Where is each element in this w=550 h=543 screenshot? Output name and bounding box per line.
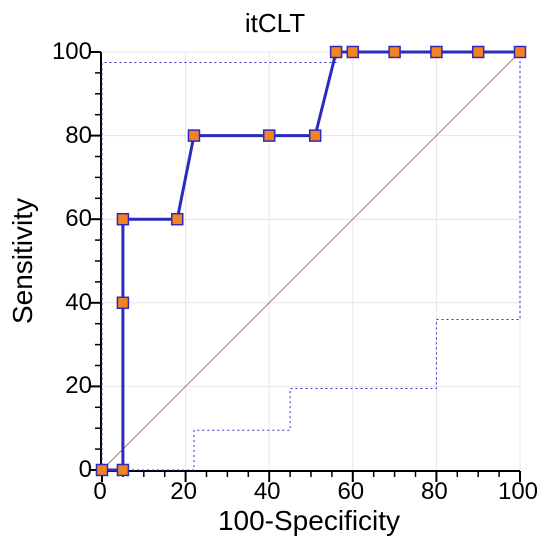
y-tick-label: 20 — [32, 372, 92, 400]
y-tick-label: 40 — [32, 289, 92, 317]
chart-svg — [102, 52, 520, 470]
x-tick-label: 80 — [409, 478, 459, 506]
x-tick-label: 0 — [75, 478, 125, 506]
y-tick-label: 80 — [32, 122, 92, 150]
y-axis-label: Sensitivity — [8, 52, 38, 470]
plot-area — [100, 52, 520, 472]
x-tick-label: 60 — [326, 478, 376, 506]
x-tick-label: 40 — [242, 478, 292, 506]
chart-container: itCLT Sensitivity 100-Specificity 0 20 40 6… — [0, 0, 550, 543]
y-tick-label: 100 — [32, 38, 92, 66]
x-axis-label: 100-Specificity — [100, 505, 518, 537]
y-tick-label: 60 — [32, 205, 92, 233]
x-tick-label: 100 — [493, 478, 543, 506]
chart-title: itCLT — [0, 8, 550, 39]
x-tick-label: 20 — [159, 478, 209, 506]
